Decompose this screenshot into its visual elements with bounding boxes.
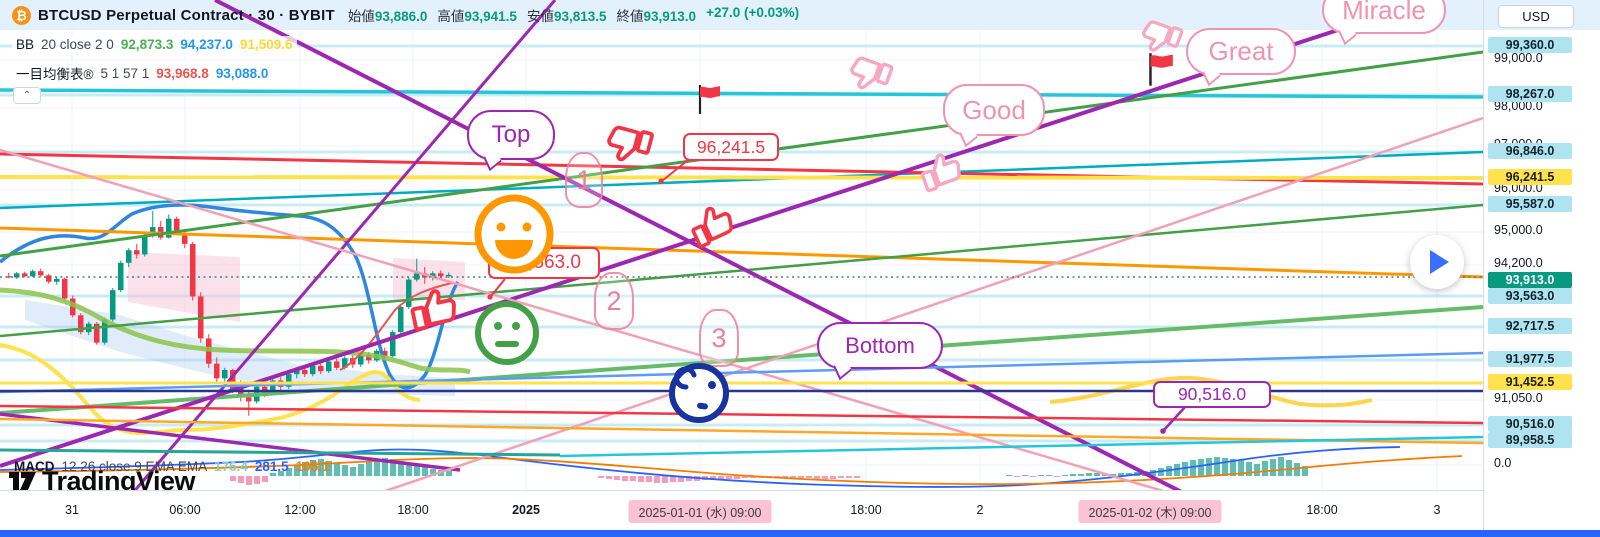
price-label: 99,000.0	[1494, 51, 1543, 65]
price-label: 91,050.0	[1494, 391, 1543, 405]
bb-lower-line	[0, 343, 421, 435]
ohlc-values: 始値93,886.0 高値93,941.5 安値93,813.5 終値93,91…	[347, 5, 800, 24]
time-axis[interactable]: 31 06:00 12:00 18:00 2025 2025-01-01 (水) 09:0…	[0, 490, 1600, 530]
wave-label-3[interactable]: 3	[699, 309, 739, 367]
dizzy-face-icon[interactable]	[667, 361, 731, 425]
price-callout-90516[interactable]: 90,516.0	[1153, 381, 1271, 408]
neutral-face-icon[interactable]	[473, 299, 541, 367]
tenkan-line	[339, 282, 453, 371]
speech-bubble-good[interactable]: Good	[943, 84, 1045, 136]
ichimoku-indicator-row[interactable]: 一目均衡表® 5 1 57 1 93,968.8 93,088.0	[12, 62, 273, 84]
time-label: 2025	[512, 503, 540, 517]
macd-value: 281.5	[254, 459, 289, 474]
time-label: 31	[65, 503, 79, 517]
price-callout-96241[interactable]: 96,241.5	[683, 133, 779, 161]
speech-bubble-great[interactable]: Great	[1186, 28, 1296, 75]
macd-indicator-row[interactable]: MACD 12 26 close 9 EMA EMA 176.4 281.5 1…	[14, 459, 330, 474]
bb-basis-value: 92,873.3	[120, 37, 174, 52]
thumb-up-pink-icon[interactable]	[912, 141, 971, 200]
price-label: 0.0	[1494, 456, 1512, 470]
bb-lower-value: 91,509.6	[239, 37, 293, 52]
price-label: 95,000.0	[1494, 223, 1543, 237]
price-label: 95,587.0	[1488, 196, 1572, 212]
symbol-title[interactable]: BTCUSD Perpetual Contract · 30 · BYBIT	[38, 6, 335, 24]
time-label: 18:00	[850, 503, 882, 517]
time-label: 3	[1433, 503, 1441, 517]
time-label: 2025-01-02 (木) 09:00	[1078, 500, 1222, 523]
price-label: 91,452.5	[1488, 374, 1572, 390]
scroll-to-realtime-button[interactable]	[1410, 235, 1464, 289]
currency-usd-button[interactable]: USD	[1498, 5, 1574, 28]
change-value: +27.0 (+0.03%)	[706, 5, 800, 20]
time-label: 18:00	[1306, 503, 1338, 517]
wave-label-2[interactable]: 2	[594, 272, 634, 330]
tradingview-logo-icon	[9, 471, 36, 492]
thumb-down-red-icon[interactable]	[597, 114, 658, 175]
happy-face-icon[interactable]	[470, 190, 558, 278]
thumb-down-pink-icon[interactable]	[840, 46, 899, 105]
macd-signal-value: 105.1	[295, 459, 330, 474]
kijun-value: 93,088.0	[215, 65, 269, 81]
bb-indicator-row[interactable]: BB 20 close 2 0 92,873.3 94,237.0 91,509.…	[12, 36, 297, 53]
price-label: 91,977.5	[1488, 351, 1572, 367]
macd-lines	[0, 446, 1463, 488]
speech-bubble-miracle[interactable]: Miracle	[1322, 0, 1446, 34]
time-label: 12:00	[284, 503, 316, 517]
price-axis[interactable]: USD 99,360.099,000.098,267.098,000.097,0…	[1483, 0, 1600, 530]
thumb-down-pink-2-icon[interactable]	[1132, 10, 1188, 66]
thumb-up-red-icon[interactable]	[403, 277, 465, 339]
speech-bubble-bottom[interactable]: Bottom	[817, 322, 943, 369]
bitcoin-icon: ₿	[12, 5, 31, 25]
price-label: 90,516.0	[1488, 416, 1572, 432]
symbol-legend-row[interactable]: ₿ BTCUSD Perpetual Contract · 30 · BYBIT…	[12, 5, 799, 25]
price-label: 93,563.0	[1488, 288, 1572, 304]
price-label: 99,360.0	[1488, 37, 1572, 53]
thumb-up-red-2-icon[interactable]	[680, 192, 744, 256]
price-label: 94,200.0	[1494, 256, 1543, 270]
price-label: 89,958.5	[1488, 432, 1572, 448]
macd-line-blue	[0, 446, 1401, 488]
time-label: 06:00	[169, 503, 201, 517]
tenkan-value: 93,968.8	[156, 65, 209, 81]
time-label: 18:00	[397, 503, 429, 517]
chevron-up-icon: ⌃	[22, 90, 32, 101]
play-icon	[1430, 250, 1449, 274]
bb-upper-value: 94,237.0	[180, 37, 233, 52]
macd-line-orange	[0, 455, 1463, 486]
time-label: 2	[976, 503, 984, 517]
price-label: 96,846.0	[1488, 143, 1572, 159]
time-label: 2025-01-01 (水) 09:00	[628, 500, 772, 523]
price-label: 98,000.0	[1494, 99, 1543, 113]
speech-bubble-top[interactable]: Top	[467, 110, 555, 160]
bottom-scrollbar[interactable]	[0, 530, 1600, 537]
price-label: 98,267.0	[1488, 86, 1572, 102]
collapse-pane-button[interactable]: ⌃	[13, 87, 41, 104]
macd-hist-value: 176.4	[214, 459, 248, 474]
price-label: 93,913.0	[1488, 272, 1572, 288]
price-label: 96,241.5	[1488, 169, 1572, 185]
flag-red-2-icon[interactable]	[1146, 52, 1184, 88]
callout-leaders	[487, 159, 1186, 434]
wave-label-1[interactable]: 1	[565, 152, 603, 208]
flag-red-icon[interactable]	[696, 84, 730, 116]
price-label: 92,717.5	[1488, 318, 1572, 334]
